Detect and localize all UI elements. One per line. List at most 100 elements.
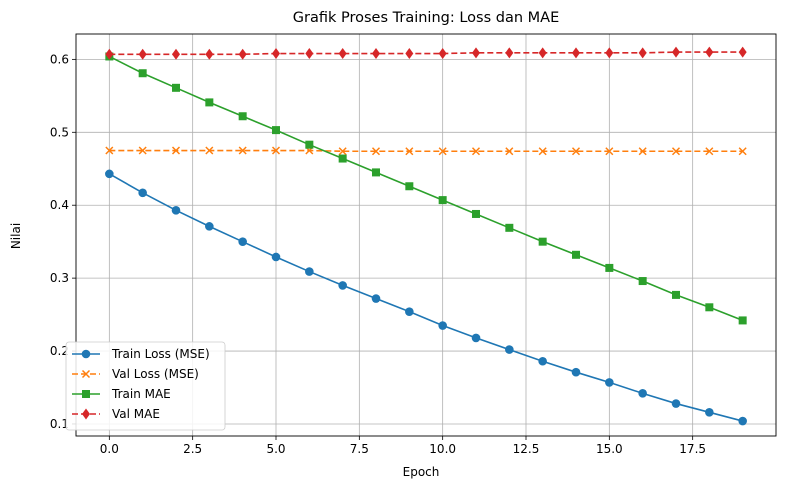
data-point: [138, 69, 147, 78]
data-point: [238, 237, 247, 246]
legend: Train Loss (MSE) Val Loss (MSE) Train MAE V…: [65, 341, 226, 431]
data-point: [405, 307, 414, 316]
y-tick-label: 0.1: [50, 417, 69, 431]
data-point: [305, 267, 314, 276]
legend-marker: [82, 408, 90, 420]
data-point: [338, 154, 347, 163]
legend-label: Val MAE: [112, 407, 160, 421]
data-point: [238, 48, 247, 60]
data-point: [738, 416, 747, 426]
data-point: [438, 48, 447, 60]
data-point: [272, 48, 280, 60]
data-point: [372, 48, 380, 60]
data-point: [205, 98, 214, 107]
y-axis-label: Nilai: [9, 223, 23, 249]
data-point: [171, 206, 181, 215]
data-point: [538, 47, 547, 59]
data-point: [538, 147, 547, 156]
data-point: [638, 277, 647, 286]
y-tick-label: 0.6: [50, 52, 69, 66]
y-tick-label: 0.2: [50, 344, 69, 358]
data-point: [405, 48, 414, 60]
legend-label: Val Loss (MSE): [112, 367, 199, 381]
data-point: [738, 147, 747, 156]
data-point: [305, 140, 314, 149]
data-point: [572, 250, 580, 259]
data-point: [471, 333, 481, 343]
data-point: [438, 321, 447, 330]
data-point: [472, 47, 480, 59]
x-tick-label: 2.5: [183, 442, 202, 456]
data-point: [672, 290, 680, 299]
data-point: [505, 47, 514, 59]
legend-label: Train Loss (MSE): [111, 347, 210, 361]
data-point: [138, 146, 147, 155]
legend-label: Train MAE: [111, 387, 171, 401]
x-tick-label: 10.0: [429, 442, 456, 456]
data-point: [705, 46, 714, 58]
data-point: [638, 147, 647, 156]
legend-marker: [82, 390, 90, 398]
legend-entry: Val Loss (MSE): [72, 367, 199, 381]
data-point: [338, 281, 347, 290]
series-line: [109, 149, 743, 153]
data-point: [238, 146, 247, 155]
x-tick-label: 15.0: [596, 442, 623, 456]
series-val-mae: [105, 46, 747, 60]
data-point: [671, 399, 681, 408]
data-point: [105, 169, 114, 179]
series-val-loss-mse: [105, 146, 747, 156]
data-point: [538, 237, 547, 246]
data-point: [372, 168, 380, 177]
axes: 0.0 2.5 5.0 7.5 10.0 12.5 15.0 17.5 0.1 0.2 0.3 0.4…: [50, 33, 777, 456]
data-point: [305, 48, 314, 60]
series-train-loss-mse: [105, 169, 747, 426]
data-point: [205, 222, 214, 231]
data-point: [705, 408, 714, 417]
data-point: [472, 209, 480, 218]
data-point: [205, 146, 214, 155]
data-point: [371, 294, 381, 303]
data-point: [738, 316, 747, 325]
series-line: [108, 173, 743, 422]
data-point: [338, 147, 347, 156]
data-point: [505, 147, 514, 156]
data-point: [471, 147, 481, 156]
data-point: [605, 263, 614, 272]
legend-entry: Train Loss (MSE): [72, 347, 210, 361]
data-point: [605, 147, 614, 156]
data-point: [438, 196, 447, 205]
x-tick-label: 12.5: [513, 442, 540, 456]
data-point: [271, 252, 281, 262]
legend-marker: [81, 349, 91, 359]
data-point: [172, 83, 180, 92]
data-point: [705, 303, 714, 312]
y-tick-label: 0.3: [50, 271, 69, 285]
data-point: [638, 47, 647, 59]
data-point: [272, 126, 280, 135]
x-tick-label: 17.5: [679, 442, 706, 456]
data-point: [638, 389, 647, 398]
x-tick-label: 0.0: [100, 442, 119, 456]
legend-marker: [81, 369, 91, 379]
y-tick-label: 0.5: [50, 125, 69, 139]
data-point: [371, 147, 381, 156]
data-point: [572, 47, 580, 59]
data-point: [738, 46, 747, 58]
data-point: [672, 46, 680, 58]
data-point: [338, 48, 347, 60]
chart-title: Grafik Proses Training: Loss dan MAE: [293, 10, 559, 26]
plot-frame: [75, 33, 777, 437]
legend-box: [65, 341, 226, 431]
data-point: [505, 345, 514, 354]
data-point: [171, 146, 181, 155]
series-train-mae: [105, 52, 747, 325]
data-point: [271, 146, 281, 155]
data-point: [571, 147, 581, 156]
legend-entry: Val MAE: [72, 407, 160, 421]
data-point: [405, 182, 414, 191]
data-point: [238, 112, 247, 121]
x-axis-label: Epoch: [403, 465, 440, 479]
